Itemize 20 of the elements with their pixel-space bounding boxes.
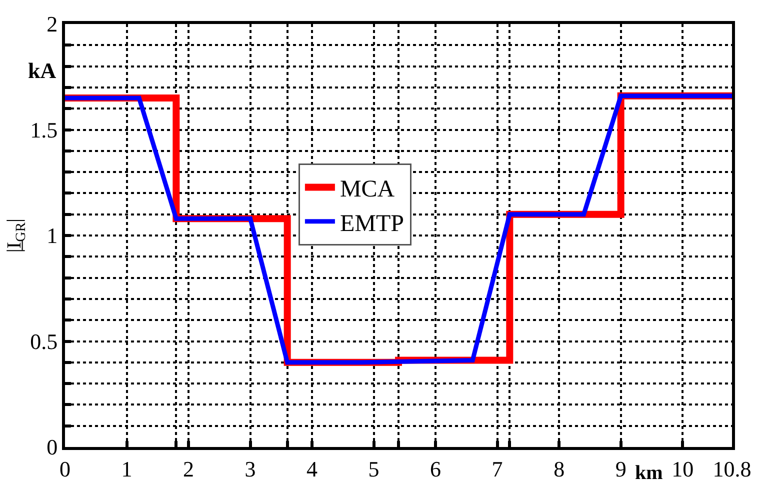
x-tick-label: 3 xyxy=(244,456,256,482)
x-tick-label: 2 xyxy=(183,456,194,482)
x-tick-label: 7 xyxy=(492,456,503,482)
x-axis-title: km xyxy=(635,462,664,484)
legend-label: MCA xyxy=(340,176,396,203)
x-tick-label: 5 xyxy=(368,456,380,482)
x-tick-label: 10 xyxy=(672,456,694,482)
y-tick-label: 1.5 xyxy=(30,117,58,142)
y-tick-label: 2 xyxy=(46,12,58,37)
x-tick-label: 6 xyxy=(430,456,442,482)
legend-label: EMTP xyxy=(340,210,404,237)
x-tick-label: 8 xyxy=(554,456,565,482)
x-tick-label: 10.8 xyxy=(712,456,752,482)
y-tick-label: 0 xyxy=(46,434,58,460)
y-tick-label: 1 xyxy=(46,223,58,248)
y-tick-label: 0.5 xyxy=(30,328,58,354)
x-tick-label: 4 xyxy=(306,456,318,482)
text: kA xyxy=(28,58,56,83)
x-tick-label: 9 xyxy=(615,456,626,482)
x-tick-label: 1 xyxy=(121,456,132,482)
